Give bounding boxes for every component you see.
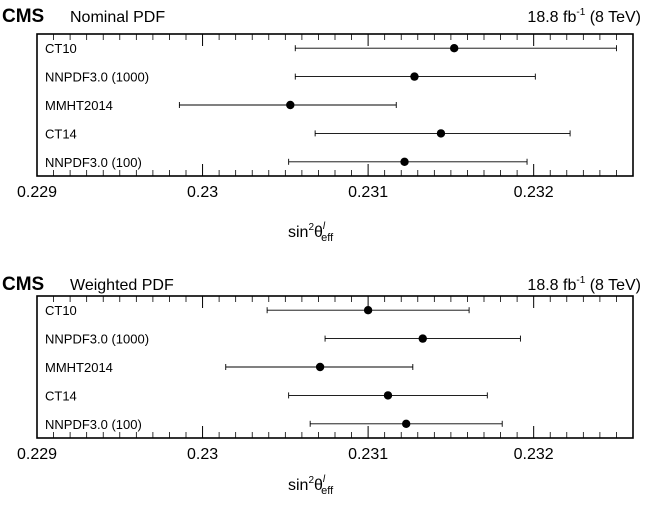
- pdf-label: NNPDF3.0 (100): [45, 155, 142, 170]
- x-tick-label: 0.231: [348, 184, 388, 201]
- chart-subtitle: Weighted PDF: [70, 277, 174, 294]
- pdf-label: NNPDF3.0 (1000): [45, 332, 149, 347]
- luminosity-label: 18.8 fb-1 (8 TeV): [527, 7, 641, 26]
- x-axis-label: sin2θl eff: [288, 221, 334, 244]
- data-point: [418, 334, 427, 343]
- x-tick-label: 0.232: [514, 446, 554, 463]
- chart-subtitle: Nominal PDF: [70, 9, 165, 26]
- data-point: [383, 391, 393, 400]
- x-tick-label: 0.23: [187, 446, 218, 463]
- pdf-label: MMHT2014: [45, 360, 113, 375]
- data-point: [400, 157, 409, 166]
- pdf-label: NNPDF3.0 (100): [45, 417, 142, 432]
- experiment-label: CMS: [2, 6, 44, 27]
- data-point: [410, 72, 419, 81]
- x-tick-label: 0.232: [514, 184, 554, 201]
- pdf-label: CT14: [45, 126, 77, 141]
- pdf-label: CT10: [45, 303, 77, 318]
- x-axis-label: sin2θl eff: [288, 474, 334, 497]
- pdf-label: CT10: [45, 41, 77, 56]
- data-point: [401, 419, 411, 428]
- data-point: [286, 100, 295, 110]
- chart-panel-2: CMS Weighted PDF 18.8 fb-1 (8 TeV) 0.229 0.2…: [2, 274, 641, 497]
- x-tick-label: 0.231: [348, 446, 388, 463]
- x-tick-label: 0.229: [17, 446, 57, 463]
- pdf-label: CT14: [45, 388, 77, 403]
- x-tick-label: 0.23: [187, 184, 218, 201]
- pdf-label: NNPDF3.0 (1000): [45, 70, 149, 85]
- data-point: [315, 362, 325, 372]
- data-point: [450, 44, 459, 53]
- x-tick-label: 0.229: [17, 184, 57, 201]
- data-point: [363, 306, 373, 315]
- data-point: [436, 129, 446, 138]
- experiment-label: CMS: [2, 274, 44, 295]
- pdf-label: MMHT2014: [45, 98, 113, 113]
- luminosity-label: 18.8 fb-1 (8 TeV): [527, 275, 641, 294]
- chart-panel-1: CMS Nominal PDF 18.8 fb-1 (8 TeV) 0.229 0.23…: [2, 6, 641, 244]
